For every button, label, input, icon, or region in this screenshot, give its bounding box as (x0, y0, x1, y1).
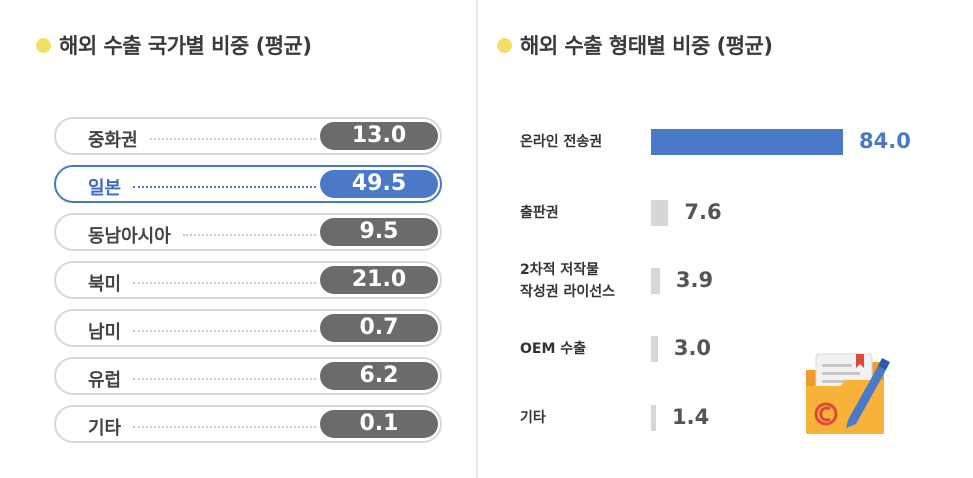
leader-dots (182, 234, 316, 236)
panel-divider (476, 0, 478, 478)
country-share-value: 9.5 (320, 218, 438, 246)
country-row: 동남아시아 9.5 (54, 213, 442, 251)
right-panel-title: 해외 수출 형태별 비중 (평균) (497, 30, 773, 60)
country-share-value: 6.2 (320, 362, 438, 390)
leader-dots (133, 426, 316, 428)
country-share-value: 21.0 (320, 266, 438, 294)
left-panel-title: 해외 수출 국가별 비중 (평균) (36, 30, 312, 60)
type-bar (651, 200, 669, 226)
type-share-value: 1.4 (672, 405, 710, 429)
country-label: 남미 (88, 322, 122, 343)
type-share-value: 3.9 (675, 268, 714, 292)
country-row: 일본 49.5 (54, 165, 442, 203)
type-bar (651, 129, 843, 155)
type-label: 온라인 전송권 (520, 134, 603, 150)
country-row: 유럽 6.2 (54, 357, 442, 395)
country-label: 유럽 (88, 370, 122, 391)
leader-dots (133, 330, 316, 332)
country-label: 중화권 (88, 130, 138, 151)
leader-dots (133, 186, 316, 188)
bullet-dot-icon (497, 37, 512, 53)
country-share-value: 0.1 (320, 410, 438, 438)
country-row: 기타 0.1 (54, 405, 442, 443)
country-row: 중화권 13.0 (54, 117, 442, 155)
country-share-value: 13.0 (320, 122, 438, 150)
country-label: 일본 (88, 178, 122, 199)
type-bar (651, 405, 656, 431)
type-bar (651, 268, 660, 294)
left-panel-title-text: 해외 수출 국가별 비중 (평균) (59, 34, 312, 58)
type-share-value: 84.0 (859, 129, 911, 153)
country-label: 북미 (88, 274, 122, 295)
type-label: OEM 수출 (520, 341, 587, 357)
country-share-value: 0.7 (320, 314, 438, 342)
right-panel-title-text: 해외 수출 형태별 비중 (평균) (520, 34, 773, 58)
country-row: 북미 21.0 (54, 261, 442, 299)
copyright-folder-icon (806, 353, 890, 434)
type-label: 출판권 (520, 205, 559, 221)
country-row: 남미 0.7 (54, 309, 442, 347)
type-label: 기타 (520, 410, 546, 426)
bullet-dot-icon (36, 37, 51, 53)
type-share-value: 3.0 (673, 336, 712, 360)
type-label: 2차적 저작물 작성권 라이선스 (520, 262, 616, 300)
type-bar (651, 336, 658, 362)
leader-dots (133, 282, 316, 284)
country-share-value: 49.5 (320, 170, 438, 198)
leader-dots (149, 138, 316, 140)
country-label: 동남아시아 (88, 226, 171, 247)
leader-dots (133, 378, 316, 380)
country-label: 기타 (88, 418, 122, 439)
type-share-value: 7.6 (684, 200, 722, 224)
